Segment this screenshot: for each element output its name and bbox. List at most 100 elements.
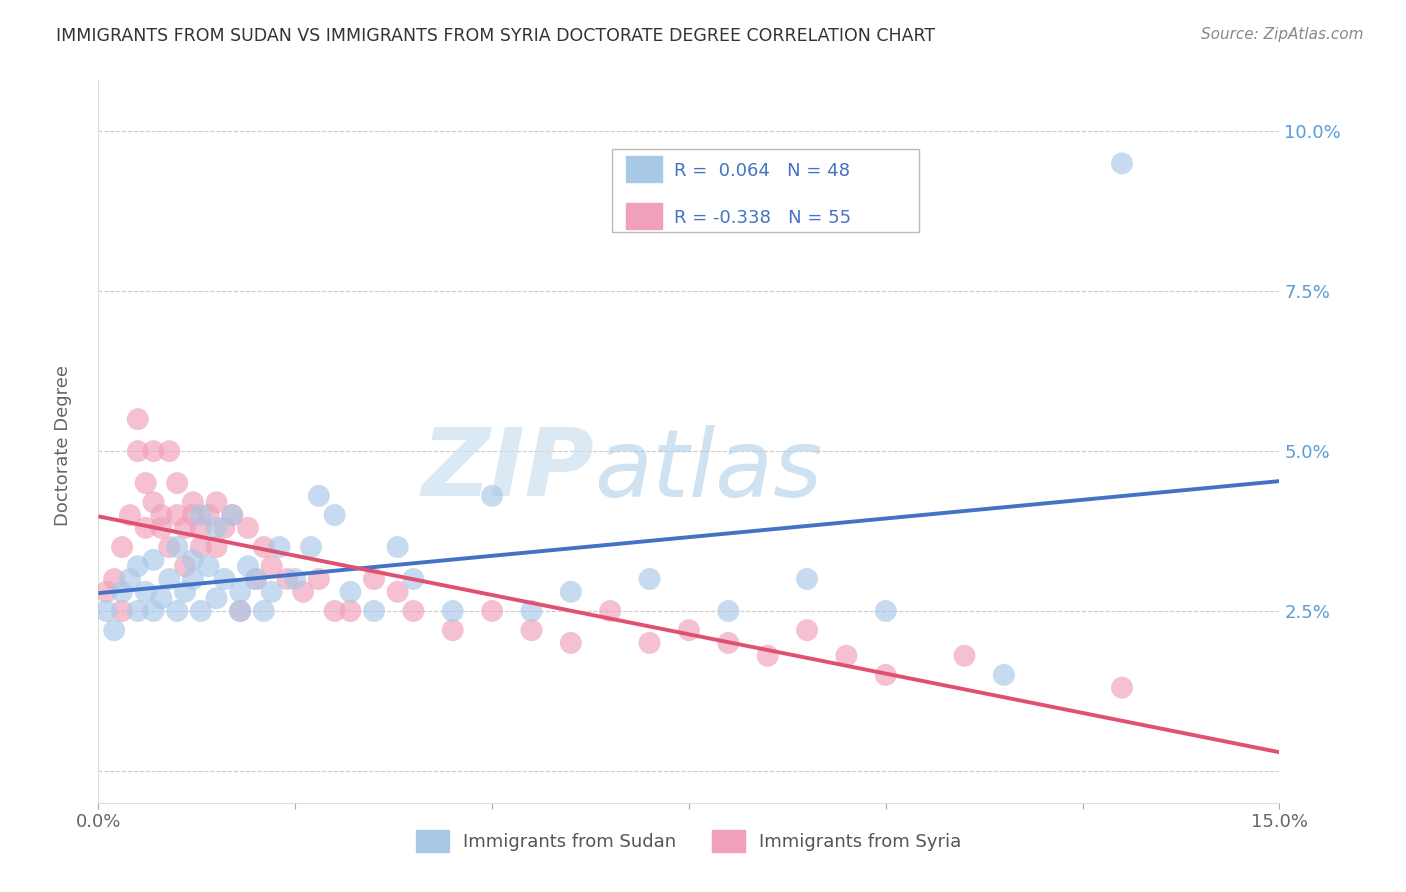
Point: [245, 572, 267, 586]
Point: [253, 540, 276, 554]
Point: [111, 584, 134, 599]
Point: [481, 489, 503, 503]
Point: [111, 604, 134, 618]
Point: [205, 521, 228, 535]
Point: [142, 495, 165, 509]
Point: [181, 508, 204, 522]
Point: [260, 584, 283, 599]
Point: [402, 604, 425, 618]
Point: [599, 604, 621, 618]
Point: [157, 444, 180, 458]
Point: [181, 572, 204, 586]
Point: [174, 584, 197, 599]
Point: [127, 559, 149, 574]
Point: [638, 636, 661, 650]
Point: [190, 604, 212, 618]
Point: [190, 508, 212, 522]
Point: [292, 584, 315, 599]
Point: [339, 604, 361, 618]
Point: [756, 648, 779, 663]
Point: [236, 521, 259, 535]
Point: [96, 604, 118, 618]
Point: [269, 540, 291, 554]
Point: [953, 648, 976, 663]
Text: IMMIGRANTS FROM SUDAN VS IMMIGRANTS FROM SYRIA DOCTORATE DEGREE CORRELATION CHAR: IMMIGRANTS FROM SUDAN VS IMMIGRANTS FROM…: [56, 27, 935, 45]
Point: [284, 572, 307, 586]
Point: [796, 572, 818, 586]
Point: [229, 604, 252, 618]
Point: [402, 572, 425, 586]
Point: [150, 508, 173, 522]
Point: [323, 508, 346, 522]
Point: [190, 521, 212, 535]
Point: [387, 540, 409, 554]
Point: [135, 584, 157, 599]
Point: [560, 584, 582, 599]
Point: [127, 444, 149, 458]
Point: [229, 604, 252, 618]
Point: [150, 521, 173, 535]
Text: R =  0.064   N = 48: R = 0.064 N = 48: [673, 161, 849, 179]
Point: [835, 648, 858, 663]
Point: [481, 604, 503, 618]
Point: [520, 623, 543, 637]
Point: [236, 559, 259, 574]
Point: [135, 521, 157, 535]
Point: [205, 495, 228, 509]
Legend: Immigrants from Sudan, Immigrants from Syria: Immigrants from Sudan, Immigrants from S…: [409, 822, 969, 859]
Point: [560, 636, 582, 650]
Point: [245, 572, 267, 586]
Point: [339, 584, 361, 599]
Point: [103, 623, 125, 637]
Point: [103, 572, 125, 586]
Point: [441, 604, 464, 618]
Point: [174, 559, 197, 574]
Text: ZIP: ZIP: [422, 425, 595, 516]
Point: [174, 521, 197, 535]
Point: [276, 572, 298, 586]
Point: [135, 476, 157, 491]
Point: [796, 623, 818, 637]
Point: [118, 508, 141, 522]
Point: [299, 540, 322, 554]
Point: [1111, 681, 1133, 695]
Point: [181, 495, 204, 509]
Point: [638, 572, 661, 586]
Bar: [626, 203, 662, 229]
Point: [308, 489, 330, 503]
Point: [166, 508, 188, 522]
Point: [1111, 156, 1133, 170]
Bar: [626, 156, 662, 182]
Point: [308, 572, 330, 586]
Point: [166, 476, 188, 491]
Text: atlas: atlas: [595, 425, 823, 516]
Point: [197, 559, 219, 574]
Point: [205, 591, 228, 606]
Point: [221, 508, 243, 522]
Point: [127, 412, 149, 426]
Point: [875, 604, 897, 618]
Point: [993, 668, 1015, 682]
Point: [118, 572, 141, 586]
Text: Doctorate Degree: Doctorate Degree: [55, 366, 72, 526]
Point: [142, 553, 165, 567]
Point: [214, 572, 236, 586]
Point: [142, 444, 165, 458]
Point: [520, 604, 543, 618]
Point: [363, 572, 385, 586]
Point: [229, 584, 252, 599]
Point: [150, 591, 173, 606]
Point: [96, 584, 118, 599]
Point: [157, 540, 180, 554]
Point: [157, 572, 180, 586]
Point: [441, 623, 464, 637]
Point: [181, 553, 204, 567]
Point: [875, 668, 897, 682]
Point: [363, 604, 385, 618]
Point: [387, 584, 409, 599]
Point: [221, 508, 243, 522]
Point: [142, 604, 165, 618]
Point: [166, 540, 188, 554]
Text: Source: ZipAtlas.com: Source: ZipAtlas.com: [1201, 27, 1364, 42]
FancyBboxPatch shape: [612, 149, 920, 232]
